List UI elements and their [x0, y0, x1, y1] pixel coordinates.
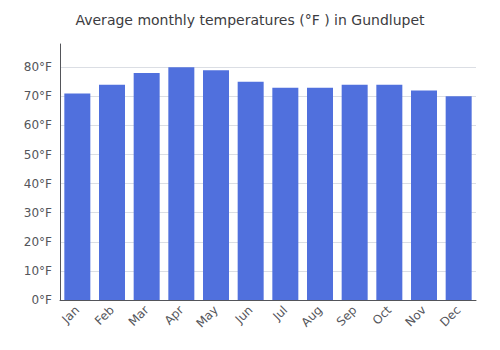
svg-text:Oct: Oct [370, 303, 395, 328]
svg-text:0°F: 0°F [31, 293, 52, 307]
svg-text:10°F: 10°F [24, 264, 52, 278]
svg-text:Feb: Feb [92, 303, 117, 328]
svg-text:Mar: Mar [126, 303, 152, 329]
svg-text:20°F: 20°F [24, 235, 52, 249]
svg-text:Jul: Jul [269, 303, 290, 324]
svg-text:70°F: 70°F [24, 89, 52, 103]
svg-text:May: May [194, 303, 221, 330]
svg-text:Aug: Aug [298, 303, 324, 329]
svg-text:80°F: 80°F [24, 60, 52, 74]
svg-text:50°F: 50°F [24, 148, 52, 162]
svg-text:Average monthly temperatures (: Average monthly temperatures (°F ) in Gu… [75, 12, 425, 28]
svg-text:60°F: 60°F [24, 118, 52, 132]
svg-text:Dec: Dec [437, 303, 463, 329]
svg-text:Nov: Nov [403, 303, 429, 329]
svg-text:Sep: Sep [334, 303, 360, 329]
svg-text:Jun: Jun [232, 303, 256, 327]
svg-text:40°F: 40°F [24, 177, 52, 191]
svg-text:30°F: 30°F [24, 206, 52, 220]
svg-text:Jan: Jan [59, 303, 83, 327]
svg-text:Apr: Apr [162, 303, 187, 328]
